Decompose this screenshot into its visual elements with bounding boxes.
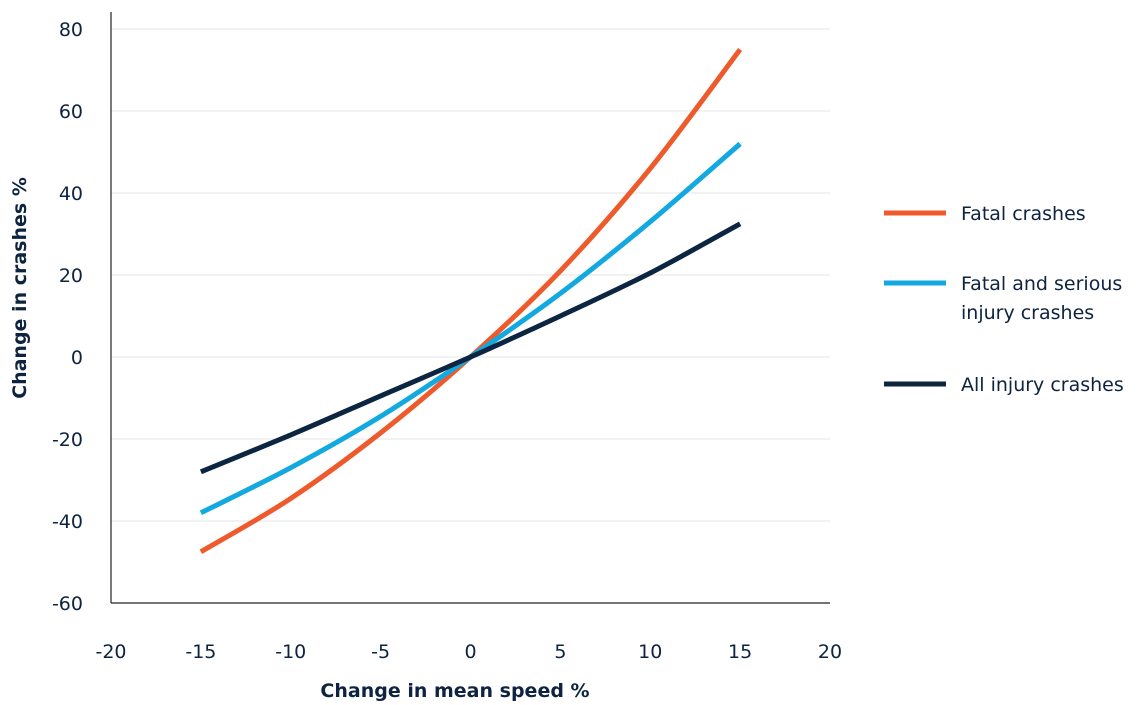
legend-label: Fatal crashes: [961, 203, 1086, 225]
x-tick-label: 20: [818, 641, 842, 663]
x-tick-label: 10: [638, 641, 662, 663]
x-tick-label: -10: [275, 641, 306, 663]
legend-label: Fatal and serious: [961, 273, 1122, 295]
axes: [110, 12, 830, 604]
legend: Fatal crashes Fatal and serious injury cra…: [884, 203, 1124, 396]
y-tick-labels: -60 -40 -20 0 20 40 60 80: [52, 19, 83, 615]
x-tick-labels: -20 -15 -10 -5 0 5 10 15 20: [95, 641, 842, 663]
legend-item: All injury crashes: [884, 374, 1124, 396]
y-tick-label: -20: [52, 429, 83, 451]
legend-item: Fatal and serious injury crashes: [884, 273, 1122, 324]
y-axis-title: Change in crashes %: [9, 177, 31, 399]
series-line: [199, 221, 742, 475]
grid-lines: [111, 28, 830, 522]
legend-label: injury crashes: [961, 302, 1094, 324]
x-tick-label: -15: [185, 641, 216, 663]
y-tick-label: 0: [71, 347, 83, 369]
y-tick-label: 60: [59, 101, 83, 123]
series-line: [199, 47, 743, 554]
x-tick-label: -20: [95, 641, 126, 663]
x-tick-label: 15: [728, 641, 752, 663]
x-tick-label: 5: [554, 641, 566, 663]
y-tick-label: -60: [52, 593, 83, 615]
x-axis-title: Change in mean speed %: [320, 680, 589, 702]
y-tick-label: 20: [59, 265, 83, 287]
y-tick-label: -40: [52, 511, 83, 533]
y-tick-label: 40: [59, 183, 83, 205]
legend-label: All injury crashes: [961, 374, 1124, 396]
series-line: [199, 141, 742, 516]
x-tick-label: -5: [371, 641, 390, 663]
series-lines: [199, 47, 743, 554]
x-tick-label: 0: [464, 641, 476, 663]
legend-item: Fatal crashes: [884, 203, 1086, 225]
y-tick-label: 80: [59, 19, 83, 41]
